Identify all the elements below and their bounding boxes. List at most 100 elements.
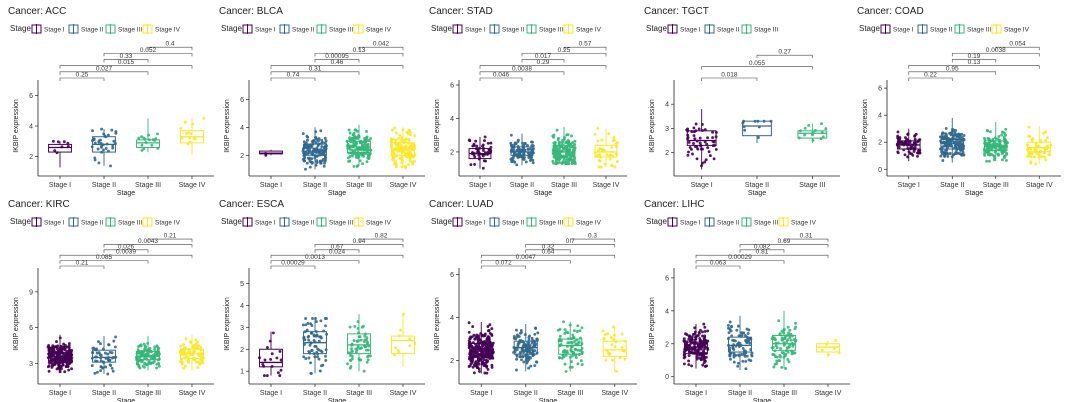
data-point xyxy=(406,131,410,135)
data-point xyxy=(106,372,110,376)
data-point xyxy=(699,338,702,342)
legend-title: Stage xyxy=(431,24,452,33)
data-point xyxy=(48,355,52,359)
data-point xyxy=(600,138,604,142)
data-point xyxy=(352,164,356,168)
data-point xyxy=(473,337,477,341)
legend-label: Stage III xyxy=(329,27,353,34)
p-value-bracket xyxy=(563,46,607,51)
data-point xyxy=(756,136,760,139)
data-point xyxy=(317,151,321,154)
data-point xyxy=(323,141,327,145)
box-points xyxy=(90,335,118,376)
x-tick-label: Stage IV xyxy=(179,182,206,189)
y-tick-label: 9 xyxy=(29,289,33,296)
data-point xyxy=(55,151,59,155)
data-point xyxy=(729,351,732,355)
data-point xyxy=(58,356,62,360)
data-point xyxy=(571,333,575,337)
box-points xyxy=(512,326,540,372)
data-point xyxy=(309,371,313,375)
box-points xyxy=(895,130,922,159)
data-point xyxy=(318,153,322,157)
x-tick-label: Stage I xyxy=(260,390,282,397)
data-point xyxy=(604,358,608,362)
data-point xyxy=(785,340,789,343)
data-point xyxy=(276,371,280,375)
data-point xyxy=(323,136,327,140)
data-point xyxy=(704,158,708,162)
data-point xyxy=(687,359,691,363)
data-point xyxy=(200,352,204,355)
data-point xyxy=(62,140,66,144)
box-points xyxy=(509,133,535,167)
data-point xyxy=(993,141,997,145)
data-point xyxy=(1037,144,1041,148)
data-point xyxy=(69,352,72,356)
data-point xyxy=(691,340,695,344)
data-point xyxy=(46,345,50,349)
data-point xyxy=(112,139,116,143)
y-tick-label: 2 xyxy=(665,341,669,348)
data-point xyxy=(605,153,609,157)
data-point xyxy=(960,145,964,149)
data-point xyxy=(692,134,696,138)
p-value-label: 0.027 xyxy=(96,65,113,72)
data-point xyxy=(788,336,792,340)
y-axis-label: IKBIP expression xyxy=(649,99,656,153)
data-point xyxy=(481,166,485,170)
data-point xyxy=(605,349,609,353)
data-point xyxy=(527,156,531,159)
data-point xyxy=(697,127,701,131)
data-point xyxy=(946,154,950,158)
box-points xyxy=(179,116,206,146)
data-point xyxy=(807,123,811,127)
data-point xyxy=(558,344,562,348)
data-point xyxy=(356,136,360,140)
data-point xyxy=(356,164,360,168)
data-point xyxy=(68,348,71,352)
data-point xyxy=(304,317,308,320)
data-point xyxy=(99,356,103,360)
data-point xyxy=(51,345,55,349)
data-point xyxy=(409,133,412,137)
data-point xyxy=(528,151,532,155)
data-point xyxy=(530,336,534,340)
data-point xyxy=(357,331,361,335)
data-point xyxy=(320,159,324,163)
p-value-bracket xyxy=(358,46,404,51)
data-point xyxy=(905,138,909,142)
data-point xyxy=(474,354,478,358)
box-points xyxy=(741,119,773,139)
data-point xyxy=(365,336,369,340)
data-point xyxy=(727,343,730,347)
data-point xyxy=(54,358,58,362)
data-point xyxy=(730,324,734,328)
data-point xyxy=(563,362,567,366)
data-point xyxy=(510,159,514,163)
data-point xyxy=(987,159,991,163)
data-point xyxy=(528,159,532,162)
data-point xyxy=(769,119,773,123)
data-point xyxy=(54,361,58,364)
data-point xyxy=(947,143,951,146)
data-point xyxy=(774,344,778,348)
data-point xyxy=(515,354,519,358)
data-point xyxy=(782,331,786,335)
y-tick-label: 2 xyxy=(878,140,882,147)
data-point xyxy=(306,151,310,155)
data-point xyxy=(571,148,575,152)
legend-label: Stage I xyxy=(680,27,701,34)
legend-title: Stage xyxy=(221,24,242,33)
data-point xyxy=(778,332,782,336)
data-point xyxy=(948,152,952,155)
data-point xyxy=(107,343,111,347)
data-point xyxy=(525,361,529,365)
data-point xyxy=(620,345,624,349)
data-point xyxy=(100,127,104,131)
data-point xyxy=(952,146,956,150)
data-point xyxy=(613,345,617,349)
data-point xyxy=(745,341,749,345)
data-point xyxy=(475,366,479,369)
data-point xyxy=(896,150,900,154)
